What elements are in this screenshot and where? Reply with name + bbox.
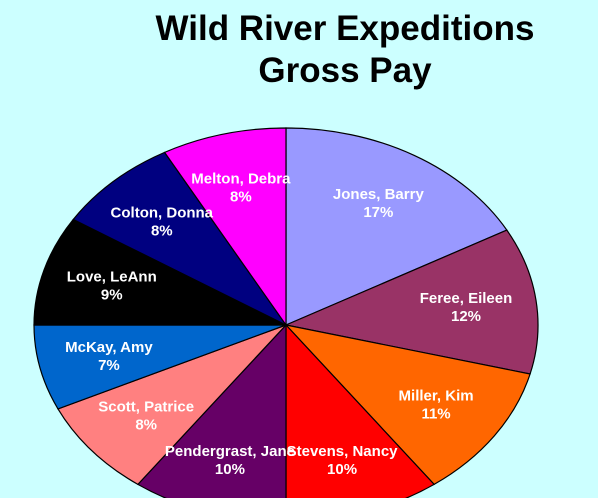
slice-label: Jones, Barry	[333, 186, 425, 203]
slice-value-label: 8%	[230, 189, 252, 206]
slice-label: Scott, Patrice	[98, 398, 194, 415]
pie	[33, 127, 539, 498]
slice-value-label: 8%	[135, 416, 157, 433]
slice-label: Stevens, Nancy	[287, 443, 399, 460]
slice-label: Miller, Kim	[399, 388, 474, 405]
slice-label: Melton, Debra	[191, 171, 291, 188]
pie-slice	[72, 151, 287, 326]
slice-value-label: 9%	[101, 286, 123, 303]
pie-slice	[136, 323, 287, 498]
slice-value-label: 10%	[215, 461, 245, 478]
slice-value-label: 8%	[151, 223, 173, 240]
slice-value-label: 7%	[98, 357, 120, 374]
chart-title: Gross Pay	[258, 51, 432, 90]
slice-label: McKay, Amy	[65, 339, 153, 356]
slice-label: Pendergrast, Jane	[165, 443, 295, 460]
slice-value-label: 10%	[327, 461, 357, 478]
pie-slice	[284, 324, 531, 486]
pie-slice	[163, 127, 287, 327]
pie-slice	[285, 323, 436, 498]
slice-label: Feree, Eileen	[420, 290, 513, 307]
slice-value-label: 11%	[421, 406, 450, 423]
pie-slice	[33, 324, 287, 410]
slice-value-label: 12%	[451, 308, 481, 325]
slice-label: Colton, Donna	[111, 205, 214, 222]
pie-slice	[33, 218, 287, 326]
slice-label: Love, LeAnn	[67, 268, 157, 285]
pie-slice	[285, 127, 508, 326]
pie-slice	[283, 229, 539, 375]
pie-slice	[57, 324, 287, 486]
slice-value-label: 17%	[363, 204, 393, 221]
chart-title: Wild River Expeditions	[156, 9, 535, 48]
